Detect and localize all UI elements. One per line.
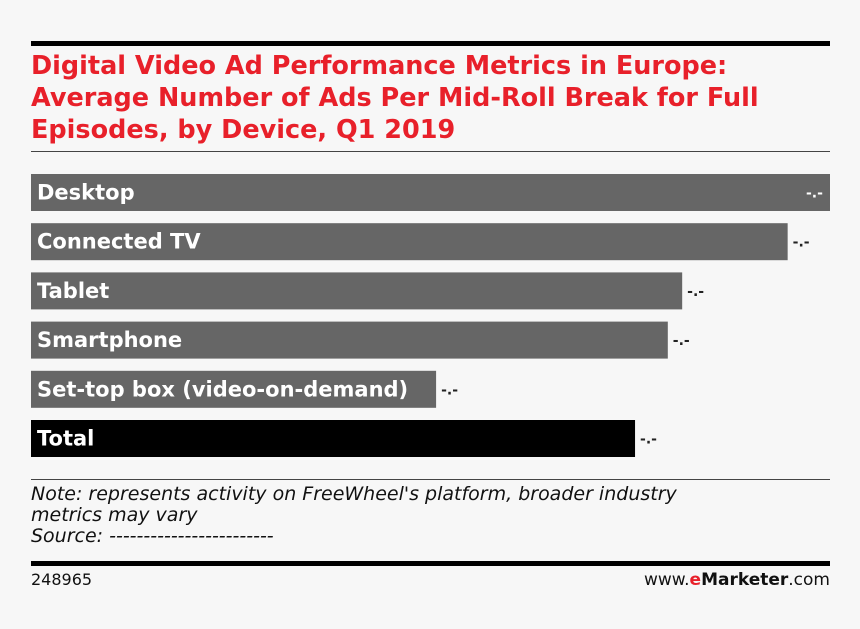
brand-name: Marketer — [701, 570, 789, 590]
source-text: Source: ------------------------ — [31, 525, 274, 547]
bar-total — [31, 420, 636, 457]
bar-tablet — [31, 272, 683, 310]
brand-suffix: .com — [788, 570, 830, 590]
bottom-rule — [31, 561, 830, 566]
title-divider — [31, 151, 830, 152]
category-label: Set-top box (video-on-demand) — [37, 377, 408, 401]
chart-title: Digital Video Ad Performance Metrics in … — [31, 50, 831, 146]
bar-set-top-box-video-on-demand — [31, 370, 437, 408]
title-line: Digital Video Ad Performance Metrics in … — [31, 51, 728, 81]
note-text-line: Note: represents activity on FreeWheel's… — [31, 483, 677, 505]
category-label: Total — [37, 427, 94, 451]
title-line: Episodes, by Device, Q1 2019 — [31, 115, 456, 145]
chart-id: 248965 — [31, 570, 93, 589]
data-label: -.- — [640, 432, 657, 448]
data-label: -.- — [687, 284, 704, 300]
note-divider — [31, 479, 830, 480]
bar-connected-tv — [31, 223, 788, 261]
brand-link[interactable]: www.eMarketer.com — [644, 570, 830, 590]
brand-accent: e — [689, 570, 702, 590]
category-label: Tablet — [37, 279, 109, 303]
data-label: -.- — [806, 186, 823, 202]
brand-prefix: www. — [643, 570, 690, 590]
category-label: Connected TV — [37, 230, 201, 254]
category-label: Desktop — [37, 181, 135, 205]
chart-note: Note: represents activity on FreeWheel's… — [31, 484, 811, 547]
note-text-line: metrics may vary — [31, 504, 198, 526]
bar-desktop — [31, 174, 830, 211]
data-label: -.- — [793, 235, 810, 251]
title-line: Average Number of Ads Per Mid-Roll Break… — [31, 83, 759, 113]
data-label: -.- — [441, 382, 458, 398]
top-rule — [31, 41, 830, 46]
data-label: -.- — [673, 333, 690, 349]
bar-smartphone — [31, 321, 668, 359]
category-label: Smartphone — [37, 328, 182, 352]
